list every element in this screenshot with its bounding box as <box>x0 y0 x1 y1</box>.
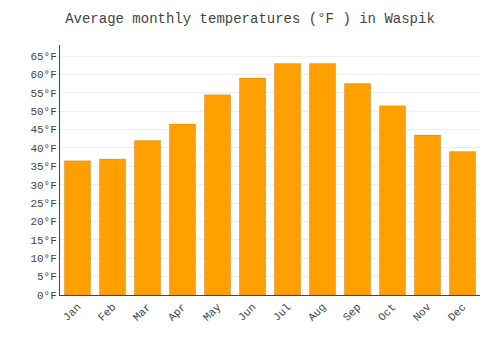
svg-text:65°F: 65°F <box>30 51 56 63</box>
svg-text:May: May <box>201 301 224 324</box>
svg-text:15°F: 15°F <box>30 235 56 247</box>
svg-text:30°F: 30°F <box>30 180 56 192</box>
svg-text:Average monthly temperatures (: Average monthly temperatures (°F ) in Wa… <box>65 11 435 27</box>
svg-text:Sep: Sep <box>341 301 363 323</box>
svg-text:Jul: Jul <box>271 301 293 323</box>
svg-text:0°F: 0°F <box>37 290 57 302</box>
svg-text:40°F: 40°F <box>30 143 56 155</box>
svg-text:35°F: 35°F <box>30 161 56 173</box>
svg-text:25°F: 25°F <box>30 198 56 210</box>
svg-text:60°F: 60°F <box>30 69 56 81</box>
svg-text:45°F: 45°F <box>30 124 56 136</box>
svg-text:20°F: 20°F <box>30 216 56 228</box>
svg-text:Jun: Jun <box>236 301 258 323</box>
svg-text:5°F: 5°F <box>37 271 57 283</box>
svg-text:Oct: Oct <box>376 301 398 323</box>
svg-text:50°F: 50°F <box>30 106 56 118</box>
svg-text:Dec: Dec <box>446 301 468 323</box>
svg-text:55°F: 55°F <box>30 88 56 100</box>
svg-text:Mar: Mar <box>131 301 153 323</box>
svg-text:Nov: Nov <box>411 301 434 324</box>
svg-text:Feb: Feb <box>96 301 118 323</box>
svg-text:Aug: Aug <box>306 301 328 323</box>
svg-text:Jan: Jan <box>61 301 83 323</box>
svg-text:10°F: 10°F <box>30 253 56 265</box>
svg-text:Apr: Apr <box>166 301 188 323</box>
